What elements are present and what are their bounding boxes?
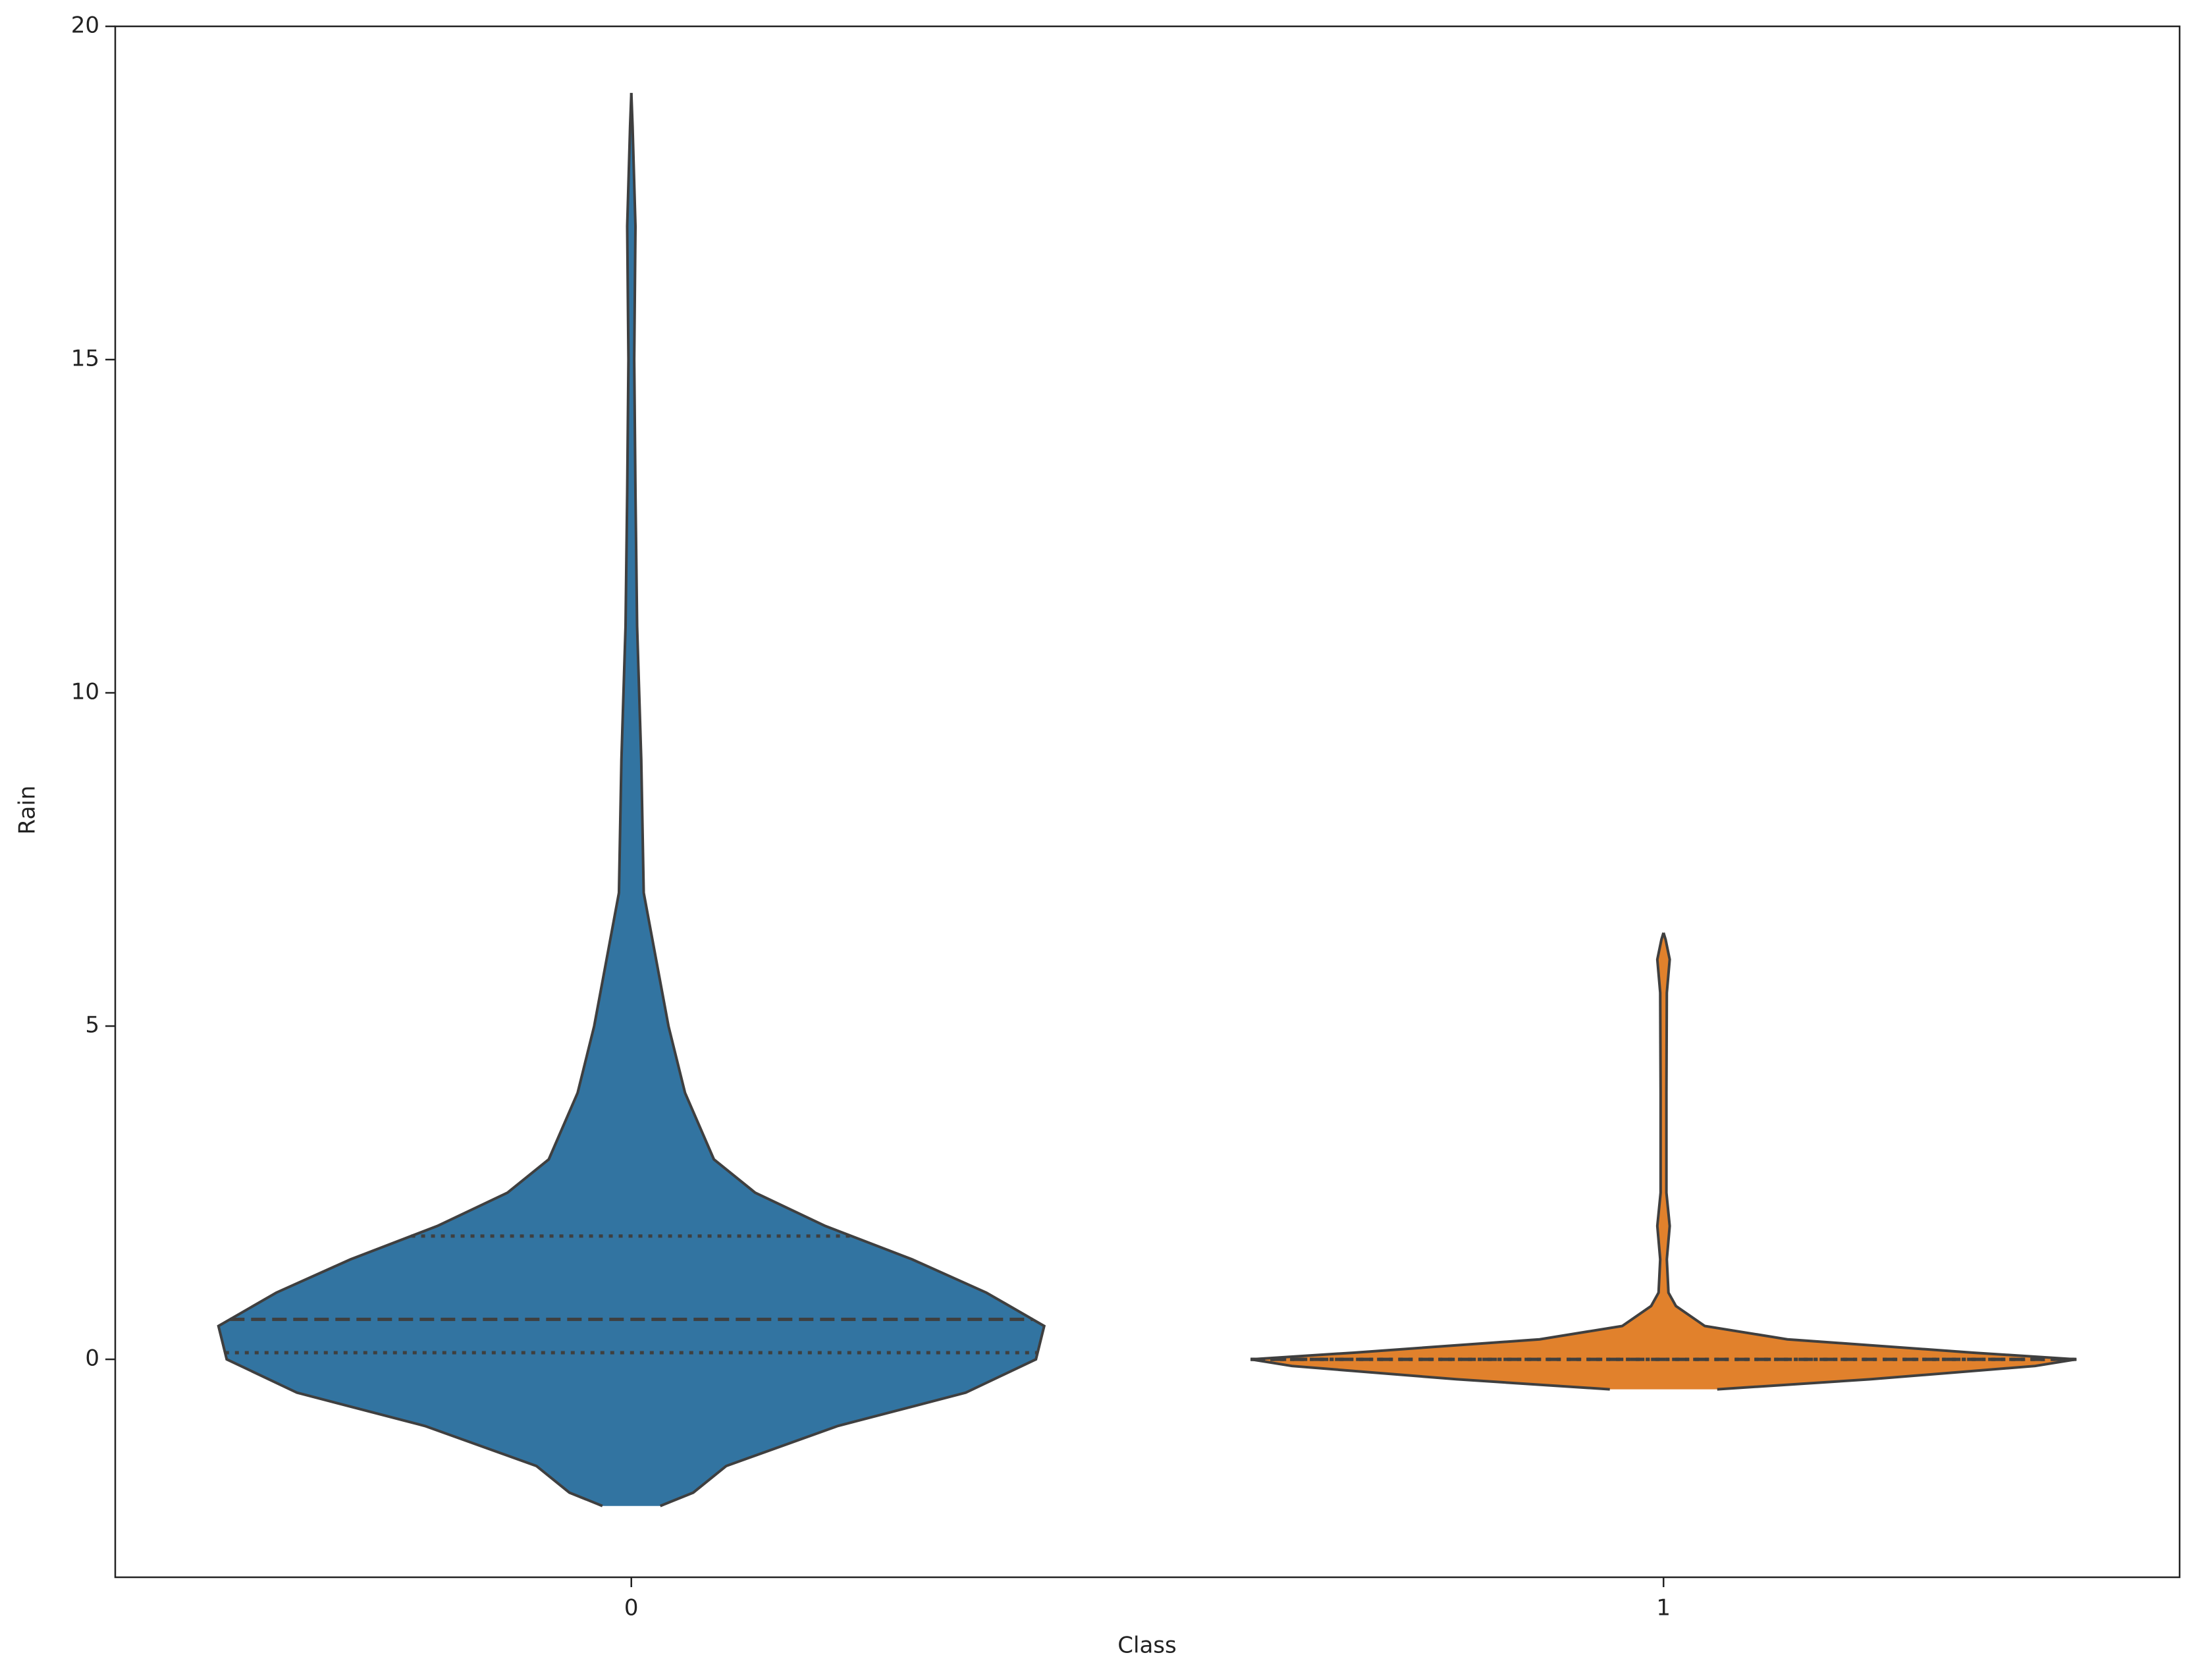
x-tick-label: 0	[624, 1595, 639, 1621]
y-tick-label: 5	[85, 1012, 99, 1039]
violin-right	[1662, 932, 2077, 1391]
y-tick-label: 0	[85, 1345, 99, 1372]
y-tick-label: 10	[71, 679, 99, 705]
violin-left	[217, 93, 633, 1507]
violin-right	[630, 93, 1046, 1507]
violin-left	[1250, 932, 1665, 1391]
plot-frame	[114, 25, 2181, 1579]
violin-body	[218, 93, 1044, 1506]
y-tick-label: 20	[71, 13, 99, 39]
violin-body	[1250, 933, 2077, 1390]
y-axis-label: Rain	[14, 786, 41, 835]
x-axis-label: Class	[1117, 1633, 1176, 1659]
x-tick-label: 1	[1656, 1595, 1671, 1621]
y-tick-label: 15	[71, 346, 99, 372]
